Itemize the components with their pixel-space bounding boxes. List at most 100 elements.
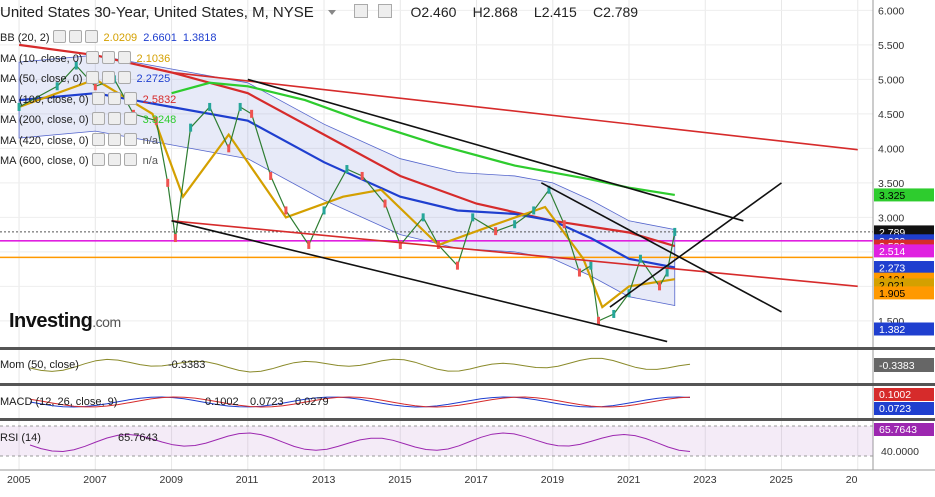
legend-value: 1.3818 [182, 32, 217, 44]
price-point [360, 171, 364, 180]
legend-row[interactable]: MA (420, close, 0) n/a [0, 132, 158, 147]
close-icon[interactable] [117, 71, 131, 84]
price-point [238, 102, 242, 111]
legend-row[interactable]: BB (20, 2) 2.0209 2.6601 1.3818 [0, 30, 217, 44]
price-point [398, 240, 402, 249]
settings-icon[interactable] [101, 50, 115, 64]
legend-row[interactable]: MA (50, close, 0) 2.2725 [0, 71, 170, 85]
chevron-down-icon[interactable] [327, 10, 336, 15]
price-point [208, 102, 212, 111]
price-point [74, 61, 78, 70]
macd-signal-tag: 0.0723 [879, 403, 911, 415]
eye-icon[interactable] [91, 132, 105, 146]
x-tick-label: 2005 [7, 474, 31, 486]
price-point [173, 234, 177, 243]
close-icon[interactable] [123, 91, 137, 105]
legend-value: n/a [142, 134, 158, 147]
trend-line-3 [171, 220, 668, 343]
price-tag-bg [874, 286, 934, 300]
price-point [269, 171, 273, 180]
trend-line-5 [609, 182, 782, 308]
price-tag-label: 1.905 [879, 288, 905, 300]
close-icon[interactable] [117, 50, 131, 64]
chart-header: United States 30-Year, United States, M,… [0, 4, 650, 21]
x-tick-label: 2009 [160, 474, 184, 486]
settings-icon[interactable] [107, 153, 121, 166]
price-point [513, 220, 517, 229]
settings-icon[interactable] [354, 4, 369, 18]
price-point [421, 213, 425, 222]
eye-icon[interactable] [91, 91, 105, 105]
logo-brand: Investing [9, 310, 93, 332]
rsi-label: RSI (14) [0, 432, 41, 444]
y-tick-label: 4.500 [878, 109, 904, 121]
legend-label: BB (20, 2) [0, 32, 50, 44]
price-line [18, 64, 676, 322]
price-point [589, 261, 593, 270]
legend-label: MA (100, close, 0) [0, 93, 89, 106]
close-icon[interactable] [123, 153, 137, 166]
macd-signal [29, 396, 691, 408]
close-value: 2.789 [603, 4, 639, 20]
pane-separator-0 [0, 347, 935, 350]
price-tag-bg [874, 188, 934, 202]
x-tick-label: 2021 [617, 474, 641, 486]
eye-icon[interactable] [91, 153, 105, 166]
legend-row[interactable]: MA (100, close, 0) 2.5832 [0, 91, 176, 106]
settings-icon[interactable] [107, 132, 121, 146]
ma-line-0 [18, 43, 676, 248]
settings-icon[interactable] [68, 30, 82, 43]
price-point [562, 220, 566, 229]
macd-tag-bg [874, 388, 934, 401]
pane-separator-1 [0, 383, 935, 386]
price-tag-bg [874, 322, 934, 336]
high-value: 2.868 [482, 4, 518, 20]
trend-line-4 [540, 182, 782, 313]
close-icon[interactable] [123, 112, 137, 125]
price-point [189, 123, 193, 132]
price-point [532, 206, 536, 215]
legend-label: MA (420, close, 0) [0, 134, 89, 147]
price-point [166, 178, 170, 187]
close-icon[interactable] [123, 132, 137, 146]
trend-line-2 [247, 78, 744, 222]
macd-signal-tag-bg [874, 402, 934, 415]
legend-row[interactable]: MA (200, close, 0) 3.3248 [0, 112, 176, 126]
price-point [547, 185, 551, 194]
rsi-tag: 65.7643 [879, 424, 917, 436]
ma-line-1 [171, 81, 675, 196]
ma-line-3 [18, 78, 675, 309]
x-tick-label: 2015 [388, 474, 412, 486]
price-point [577, 268, 581, 277]
trend-line-0 [171, 71, 858, 151]
mom-label: Mom (50, close) [0, 359, 79, 371]
x-tick-label: 2007 [83, 474, 107, 486]
x-tick-label: 2013 [312, 474, 336, 486]
settings-icon-2[interactable] [378, 4, 393, 18]
y-tick-label: 3.000 [878, 212, 904, 224]
logo-suffix: .com [92, 314, 121, 330]
open-value: 2.460 [421, 4, 457, 20]
legend-label: MA (10, close, 0) [0, 52, 83, 65]
price-tag-bg [874, 261, 934, 275]
legend-row[interactable]: MA (10, close, 0) 2.1036 [0, 50, 170, 65]
momentum-line [29, 357, 691, 373]
price-tag-label: 2.514 [879, 246, 905, 258]
settings-icon[interactable] [107, 112, 121, 125]
y-tick-label: 5.000 [878, 74, 904, 86]
legend-row[interactable]: MA (600, close, 0) n/a [0, 153, 158, 167]
rsi-band [0, 426, 873, 456]
instrument-title[interactable]: United States 30-Year, United States, M,… [0, 4, 314, 21]
y-tick-label: 6.000 [878, 5, 904, 17]
close-icon[interactable] [84, 30, 98, 43]
settings-icon[interactable] [107, 91, 121, 105]
settings-icon[interactable] [101, 71, 115, 84]
eye-icon[interactable] [85, 50, 99, 64]
price-point [455, 261, 459, 270]
eye-icon[interactable] [52, 30, 66, 43]
eye-icon[interactable] [85, 71, 99, 84]
x-tick-label: 2011 [236, 474, 259, 486]
legend-value: 2.0209 [103, 32, 138, 44]
eye-icon[interactable] [91, 112, 105, 125]
